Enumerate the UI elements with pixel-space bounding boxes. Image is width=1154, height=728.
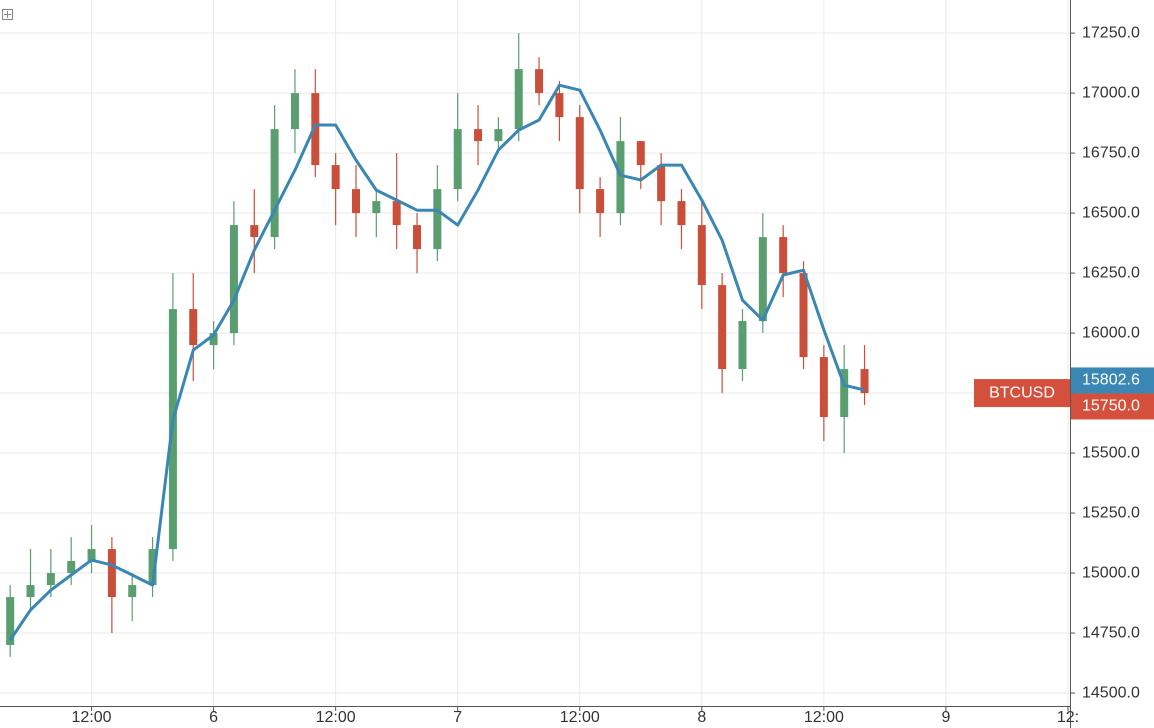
candle-body (6, 597, 15, 646)
candle-body (535, 69, 544, 94)
x-tick-label: 12:00 (316, 709, 356, 726)
y-tick-label: 15250.0 (1082, 504, 1140, 521)
candle-body (128, 585, 137, 598)
x-tick-label: 12: (1057, 709, 1079, 726)
candle-body (433, 189, 442, 250)
y-tick-label: 16750.0 (1082, 144, 1140, 161)
candle-body (575, 117, 584, 190)
y-tick-label: 16250.0 (1082, 264, 1140, 281)
candle-body (372, 201, 381, 214)
candle-body (290, 93, 299, 130)
y-tick-label: 15000.0 (1082, 564, 1140, 581)
y-tick-label: 16500.0 (1082, 204, 1140, 221)
price-tag (1071, 367, 1154, 394)
candle-body (453, 129, 462, 190)
candle-body (657, 165, 666, 202)
candle-body (67, 561, 76, 574)
candle-body (596, 189, 605, 214)
candle-body (331, 165, 340, 190)
symbol-label: BTCUSD (989, 384, 1055, 401)
candle-body (799, 273, 808, 358)
y-tick-label: 17000.0 (1082, 84, 1140, 101)
candle-body (514, 69, 523, 130)
candle-body (819, 357, 828, 418)
y-tick-label: 14750.0 (1082, 624, 1140, 641)
candle-body (46, 573, 55, 586)
candle-body (758, 237, 767, 322)
candle-body (209, 333, 218, 346)
price-tag (1071, 393, 1154, 420)
candle-body (494, 129, 503, 142)
candle-body (779, 237, 788, 274)
candle-body (26, 585, 35, 598)
x-tick-label: 12:00 (72, 709, 112, 726)
y-tick-label: 15500.0 (1082, 444, 1140, 461)
candle-body (189, 309, 198, 346)
candle-body (555, 93, 564, 118)
y-tick-label: 16000.0 (1082, 324, 1140, 341)
candle-body (87, 549, 96, 562)
candle-body (636, 141, 645, 166)
symbol-tag (974, 379, 1070, 408)
y-tick-label: 17250.0 (1082, 24, 1140, 41)
settings-icon[interactable] (2, 9, 13, 20)
x-tick-label: 9 (941, 709, 950, 726)
candle-body (107, 549, 116, 598)
candle-body (697, 225, 706, 286)
candle-body (677, 201, 686, 226)
candle-body (250, 225, 259, 238)
x-tick-label: 8 (697, 709, 706, 726)
candle-body (738, 321, 747, 370)
candle-body (860, 369, 869, 394)
price-tag-label: 15750.0 (1082, 398, 1140, 415)
candle-body (718, 285, 727, 370)
candle-body (413, 225, 422, 250)
x-tick-label: 7 (453, 709, 462, 726)
candle-body (351, 189, 360, 214)
moving-average (8, 83, 865, 641)
axes: 14500.0 14750.0 15000.0 15250.0 15500.0 15750… (72, 24, 1154, 726)
candle-body (616, 141, 625, 214)
candle-body (270, 129, 279, 238)
x-tick-label: 12:00 (804, 709, 844, 726)
x-tick-label: 12:00 (560, 709, 600, 726)
y-tick-label: 14500.0 (1082, 684, 1140, 701)
candle-body (148, 549, 157, 586)
price-tag-label: 15802.6 (1082, 372, 1140, 389)
candle-body (392, 201, 401, 226)
plot-area (6, 33, 869, 658)
candle-body (229, 225, 238, 334)
grid (0, 0, 1070, 706)
candle-body (474, 129, 483, 142)
candle-body (840, 369, 849, 418)
x-tick-label: 6 (209, 709, 218, 726)
candle-body (311, 93, 320, 166)
